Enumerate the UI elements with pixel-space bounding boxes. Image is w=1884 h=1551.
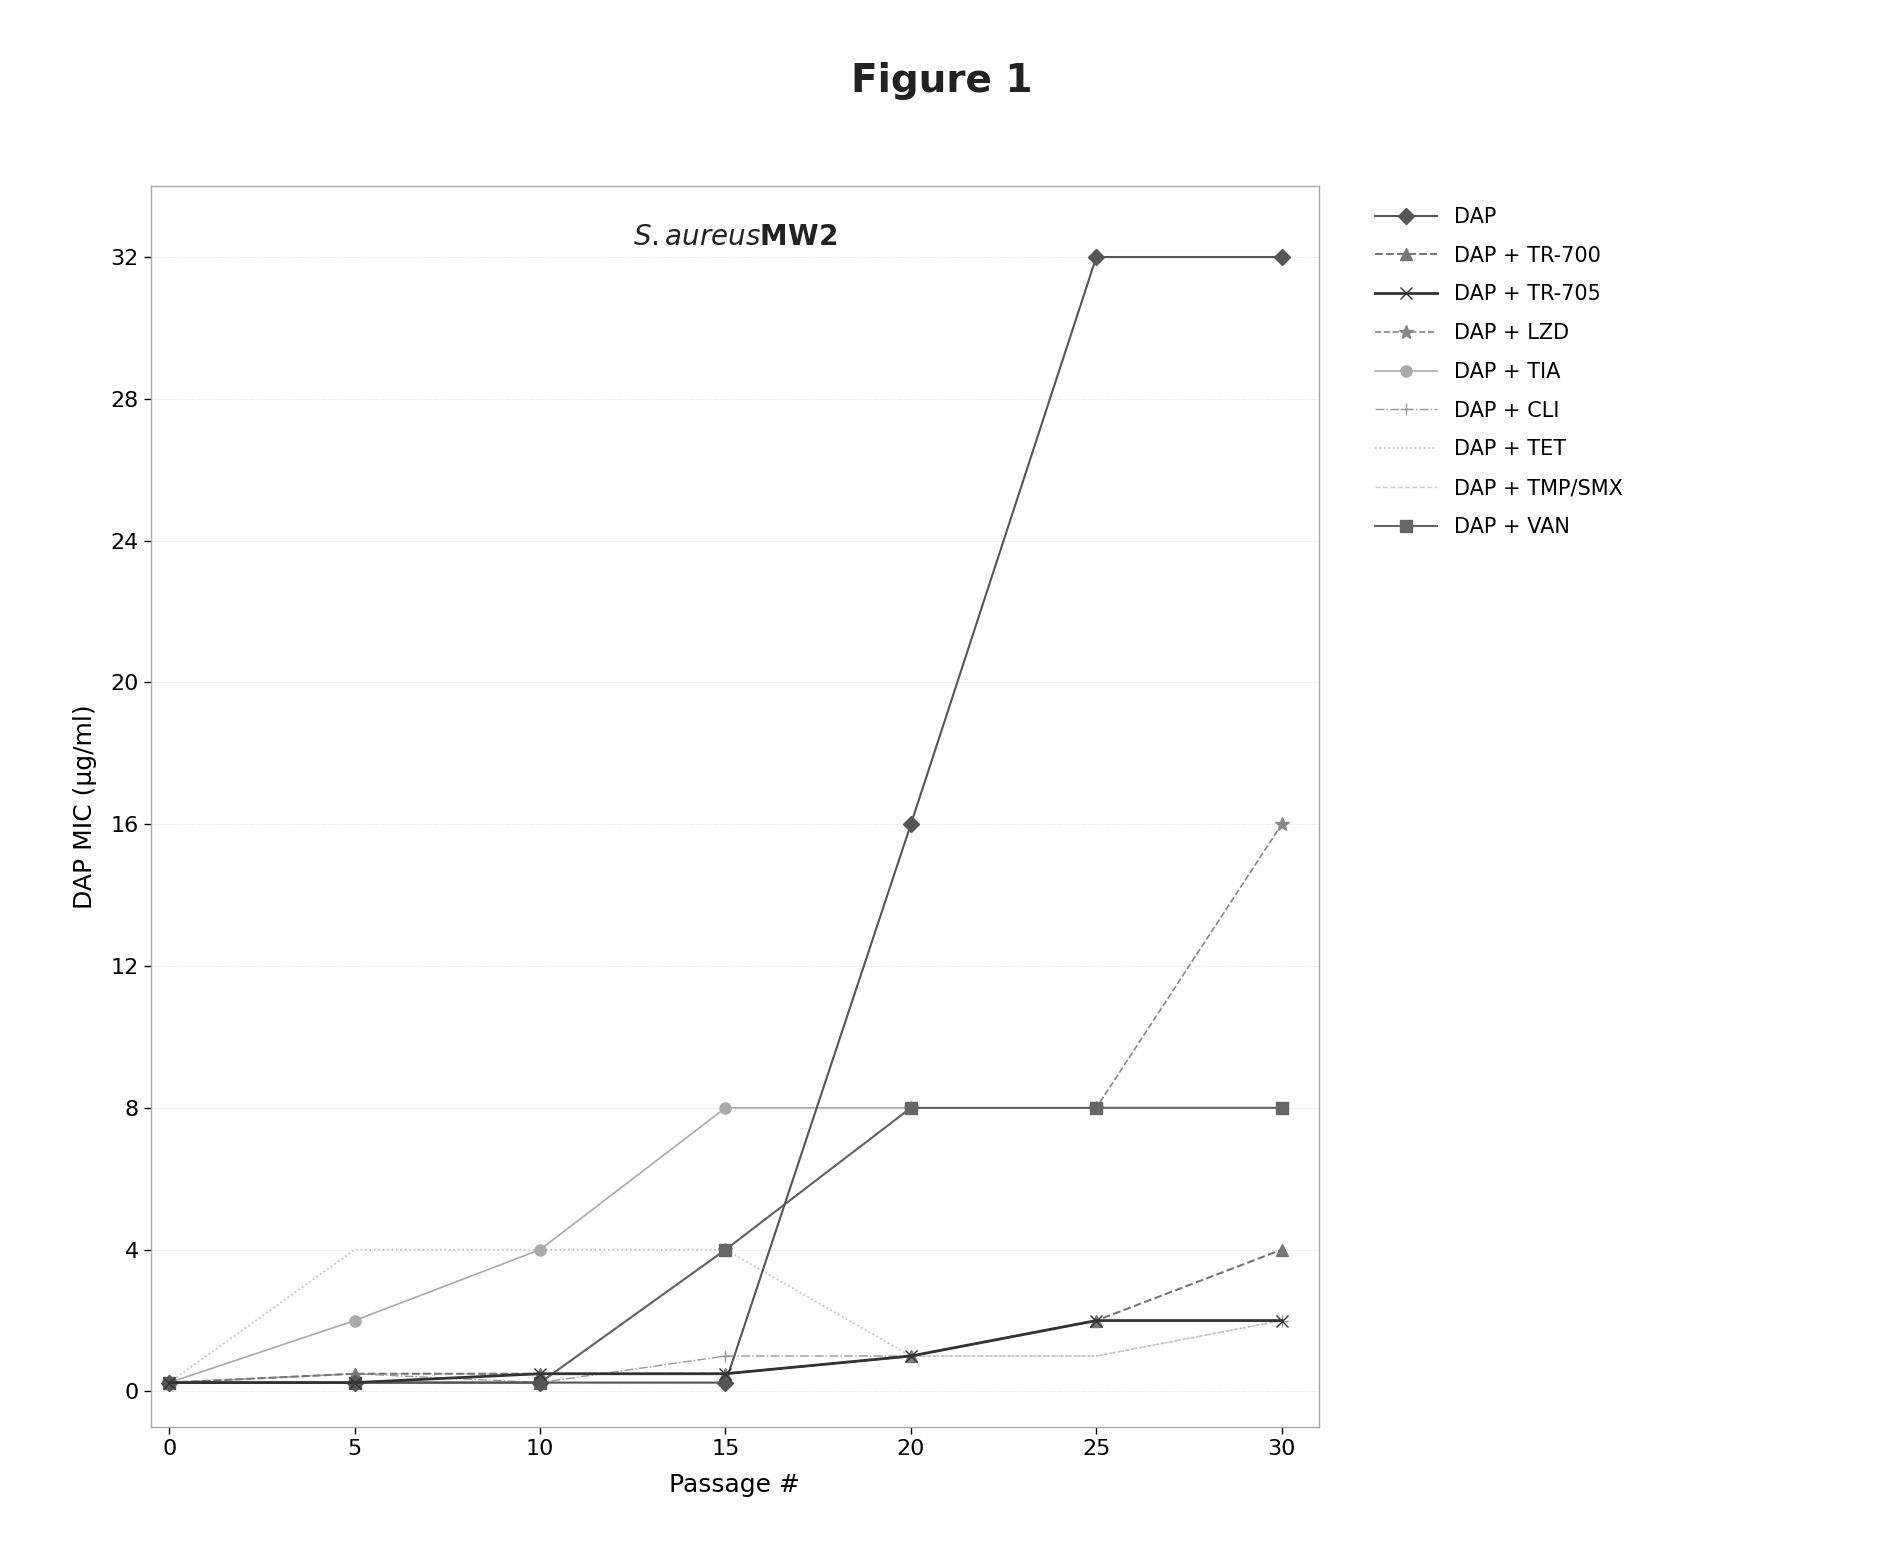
DAP + TMP/SMX bbox=[1085, 1346, 1108, 1365]
DAP + LZD bbox=[899, 1098, 921, 1117]
DAP bbox=[343, 1373, 365, 1391]
DAP + CLI bbox=[899, 1346, 921, 1365]
DAP bbox=[158, 1373, 181, 1391]
DAP + TET bbox=[158, 1373, 181, 1391]
DAP + TMP/SMX bbox=[899, 1346, 921, 1365]
DAP + TIA bbox=[1270, 1098, 1292, 1117]
Line: DAP + TR-705: DAP + TR-705 bbox=[164, 1314, 1289, 1388]
Legend: DAP, DAP + TR-700, DAP + TR-705, DAP + LZD, DAP + TIA, DAP + CLI, DAP + TET, DAP: DAP, DAP + TR-700, DAP + TR-705, DAP + L… bbox=[1364, 197, 1633, 548]
Line: DAP + TR-700: DAP + TR-700 bbox=[164, 1244, 1287, 1388]
Line: DAP + TIA: DAP + TIA bbox=[164, 1103, 1287, 1388]
DAP + LZD bbox=[158, 1373, 181, 1391]
DAP + TR-705 bbox=[714, 1365, 737, 1383]
DAP + LZD bbox=[1085, 1098, 1108, 1117]
DAP + VAN bbox=[714, 1241, 737, 1259]
DAP + TMP/SMX bbox=[1270, 1311, 1292, 1329]
DAP + CLI bbox=[714, 1346, 737, 1365]
DAP bbox=[714, 1373, 737, 1391]
DAP + VAN bbox=[529, 1373, 552, 1391]
DAP + TR-700 bbox=[1085, 1311, 1108, 1329]
DAP + TR-700 bbox=[714, 1365, 737, 1383]
DAP + TR-700 bbox=[529, 1365, 552, 1383]
Y-axis label: DAP MIC (μg/ml): DAP MIC (μg/ml) bbox=[73, 704, 96, 909]
DAP + VAN bbox=[343, 1373, 365, 1391]
DAP + TMP/SMX bbox=[714, 1365, 737, 1383]
DAP + CLI bbox=[1270, 1311, 1292, 1329]
DAP + VAN bbox=[158, 1373, 181, 1391]
DAP + VAN bbox=[1270, 1098, 1292, 1117]
DAP + TET bbox=[343, 1241, 365, 1259]
DAP bbox=[529, 1373, 552, 1391]
DAP + TR-700 bbox=[158, 1373, 181, 1391]
X-axis label: Passage #: Passage # bbox=[669, 1472, 801, 1497]
DAP + LZD bbox=[714, 1241, 737, 1259]
Line: DAP: DAP bbox=[164, 251, 1287, 1388]
DAP + LZD bbox=[529, 1373, 552, 1391]
DAP + LZD bbox=[1270, 814, 1292, 833]
DAP + TR-705 bbox=[1085, 1311, 1108, 1329]
DAP + TMP/SMX bbox=[529, 1365, 552, 1383]
DAP + CLI bbox=[343, 1365, 365, 1383]
DAP + VAN bbox=[899, 1098, 921, 1117]
DAP + TR-705 bbox=[158, 1373, 181, 1391]
DAP bbox=[1085, 248, 1108, 267]
DAP + TET bbox=[1270, 1311, 1292, 1329]
DAP + TR-700 bbox=[343, 1365, 365, 1383]
DAP + TMP/SMX bbox=[158, 1373, 181, 1391]
DAP + TMP/SMX bbox=[343, 1365, 365, 1383]
DAP + TR-700 bbox=[1270, 1241, 1292, 1259]
DAP + TIA bbox=[158, 1373, 181, 1391]
DAP + TIA bbox=[1085, 1098, 1108, 1117]
DAP + TET bbox=[899, 1346, 921, 1365]
Line: DAP + CLI: DAP + CLI bbox=[164, 1314, 1289, 1388]
Line: DAP + VAN: DAP + VAN bbox=[164, 1103, 1287, 1388]
Line: DAP + LZD: DAP + LZD bbox=[162, 817, 1289, 1390]
DAP + TET bbox=[714, 1241, 737, 1259]
DAP + TET bbox=[529, 1241, 552, 1259]
DAP + LZD bbox=[343, 1373, 365, 1391]
DAP + CLI bbox=[1085, 1311, 1108, 1329]
DAP + TR-705 bbox=[1270, 1311, 1292, 1329]
DAP + TR-705 bbox=[529, 1365, 552, 1383]
Text: $\it{S. aureus}$$\bf{ MW2}$: $\it{S. aureus}$$\bf{ MW2}$ bbox=[633, 223, 836, 251]
DAP + TIA bbox=[529, 1241, 552, 1259]
DAP + TET bbox=[1085, 1346, 1108, 1365]
Text: Figure 1: Figure 1 bbox=[852, 62, 1032, 101]
DAP bbox=[1270, 248, 1292, 267]
DAP + TIA bbox=[343, 1311, 365, 1329]
DAP + TIA bbox=[899, 1098, 921, 1117]
DAP + TIA bbox=[714, 1098, 737, 1117]
DAP + VAN bbox=[1085, 1098, 1108, 1117]
DAP + CLI bbox=[529, 1373, 552, 1391]
Line: DAP + TMP/SMX: DAP + TMP/SMX bbox=[170, 1320, 1281, 1382]
DAP + TR-700 bbox=[899, 1346, 921, 1365]
Line: DAP + TET: DAP + TET bbox=[170, 1250, 1281, 1382]
DAP + TR-705 bbox=[899, 1346, 921, 1365]
DAP + CLI bbox=[158, 1373, 181, 1391]
DAP + TR-705 bbox=[343, 1373, 365, 1391]
DAP bbox=[899, 814, 921, 833]
